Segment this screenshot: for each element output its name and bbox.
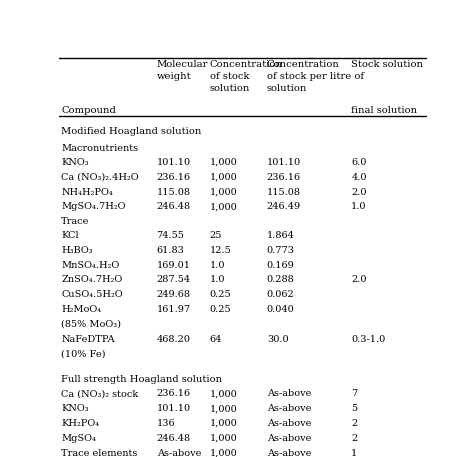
Text: 4.0: 4.0	[351, 173, 367, 182]
Text: Ca (NO₃)₂ stock: Ca (NO₃)₂ stock	[61, 389, 138, 399]
Text: 1,000: 1,000	[210, 202, 237, 211]
Text: 2: 2	[351, 419, 357, 428]
Text: 25: 25	[210, 231, 222, 240]
Text: 236.16: 236.16	[267, 173, 301, 182]
Text: 12.5: 12.5	[210, 246, 232, 255]
Text: 169.01: 169.01	[156, 260, 191, 270]
Text: 236.16: 236.16	[156, 389, 191, 399]
Text: 136: 136	[156, 419, 175, 428]
Text: 64: 64	[210, 335, 222, 344]
Text: 1.0: 1.0	[210, 276, 225, 284]
Text: Compound: Compound	[61, 106, 116, 115]
Text: MgSO₄: MgSO₄	[61, 434, 96, 443]
Text: As-above: As-above	[267, 419, 311, 428]
Text: 1.0: 1.0	[210, 260, 225, 270]
Text: 0.25: 0.25	[210, 305, 231, 314]
Text: Macronutrients: Macronutrients	[61, 144, 138, 153]
Text: final solution: final solution	[351, 106, 418, 115]
Text: 468.20: 468.20	[156, 335, 191, 344]
Text: 115.08: 115.08	[156, 187, 191, 197]
Text: MgSO₄.7H₂O: MgSO₄.7H₂O	[61, 202, 126, 211]
Text: 0.169: 0.169	[267, 260, 294, 270]
Text: 101.10: 101.10	[156, 158, 191, 167]
Text: 1,000: 1,000	[210, 187, 237, 197]
Text: 1,000: 1,000	[210, 173, 237, 182]
Text: As-above: As-above	[267, 404, 311, 413]
Text: 6.0: 6.0	[351, 158, 367, 167]
Text: 1,000: 1,000	[210, 404, 237, 413]
Text: KCl: KCl	[61, 231, 79, 240]
Text: KNO₃: KNO₃	[61, 404, 89, 413]
Text: 1: 1	[351, 449, 357, 457]
Text: As-above: As-above	[156, 449, 201, 457]
Text: H₂MoO₄: H₂MoO₄	[61, 305, 101, 314]
Text: Full strength Hoagland solution: Full strength Hoagland solution	[61, 375, 222, 384]
Text: 7: 7	[351, 389, 357, 399]
Text: 2.0: 2.0	[351, 187, 367, 197]
Text: 115.08: 115.08	[267, 187, 301, 197]
Text: 101.10: 101.10	[156, 404, 191, 413]
Text: As-above: As-above	[267, 389, 311, 399]
Text: 246.49: 246.49	[267, 202, 301, 211]
Text: (85% MoO₃): (85% MoO₃)	[61, 320, 121, 329]
Text: 1.864: 1.864	[267, 231, 295, 240]
Text: 5: 5	[351, 404, 357, 413]
Text: MnSO₄.H₂O: MnSO₄.H₂O	[61, 260, 119, 270]
Text: As-above: As-above	[267, 434, 311, 443]
Text: 30.0: 30.0	[267, 335, 288, 344]
Text: 246.48: 246.48	[156, 202, 191, 211]
Text: 287.54: 287.54	[156, 276, 191, 284]
Text: 2: 2	[351, 434, 357, 443]
Text: Trace: Trace	[61, 217, 90, 226]
Text: 0.040: 0.040	[267, 305, 294, 314]
Text: NH₄H₂PO₄: NH₄H₂PO₄	[61, 187, 113, 197]
Text: 0.288: 0.288	[267, 276, 294, 284]
Text: 0.25: 0.25	[210, 290, 231, 299]
Text: CuSO₄.5H₂O: CuSO₄.5H₂O	[61, 290, 123, 299]
Text: (10% Fe): (10% Fe)	[61, 349, 106, 358]
Text: 1,000: 1,000	[210, 434, 237, 443]
Text: Ca (NO₃)₂.4H₂O: Ca (NO₃)₂.4H₂O	[61, 173, 139, 182]
Text: KNO₃: KNO₃	[61, 158, 89, 167]
Text: KH₂PO₄: KH₂PO₄	[61, 419, 99, 428]
Text: 0.3-1.0: 0.3-1.0	[351, 335, 385, 344]
Text: 61.83: 61.83	[156, 246, 184, 255]
Text: 1,000: 1,000	[210, 419, 237, 428]
Text: ZnSO₄.7H₂O: ZnSO₄.7H₂O	[61, 276, 122, 284]
Text: 101.10: 101.10	[267, 158, 301, 167]
Text: 1,000: 1,000	[210, 449, 237, 457]
Text: Concentration
of stock
solution: Concentration of stock solution	[210, 60, 283, 93]
Text: As-above: As-above	[267, 449, 311, 457]
Text: 161.97: 161.97	[156, 305, 191, 314]
Text: Stock solution: Stock solution	[351, 60, 423, 69]
Text: 2.0: 2.0	[351, 276, 367, 284]
Text: H₃BO₃: H₃BO₃	[61, 246, 93, 255]
Text: 1,000: 1,000	[210, 158, 237, 167]
Text: 246.48: 246.48	[156, 434, 191, 443]
Text: 249.68: 249.68	[156, 290, 191, 299]
Text: Concentration
of stock per litre of
solution: Concentration of stock per litre of solu…	[267, 60, 364, 93]
Text: 0.773: 0.773	[267, 246, 295, 255]
Text: 1,000: 1,000	[210, 389, 237, 399]
Text: Molecular
weight: Molecular weight	[156, 60, 208, 81]
Text: NaFeDTPA: NaFeDTPA	[61, 335, 115, 344]
Text: 0.062: 0.062	[267, 290, 294, 299]
Text: 236.16: 236.16	[156, 173, 191, 182]
Text: Modified Hoagland solution: Modified Hoagland solution	[61, 127, 201, 136]
Text: Trace elements: Trace elements	[61, 449, 137, 457]
Text: 74.55: 74.55	[156, 231, 184, 240]
Text: 1.0: 1.0	[351, 202, 367, 211]
